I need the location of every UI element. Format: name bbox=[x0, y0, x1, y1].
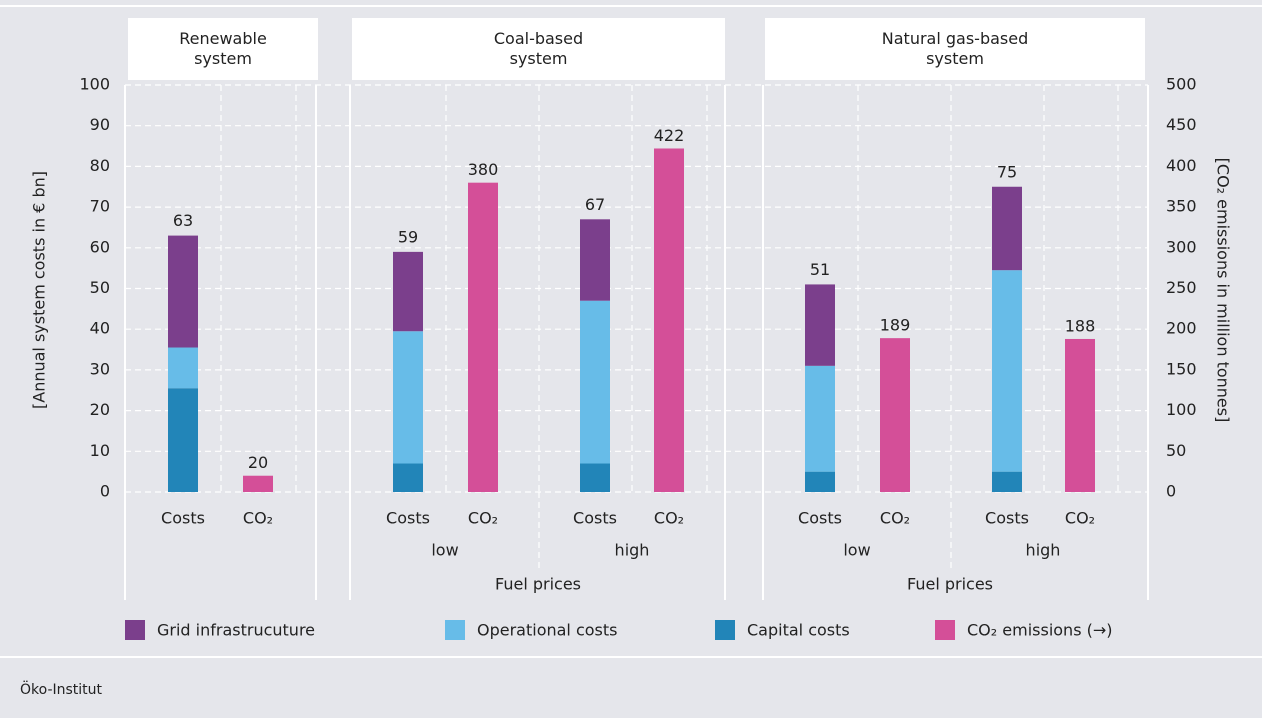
y-tick-label: 10 bbox=[90, 441, 110, 460]
y2-tick-label: 50 bbox=[1166, 441, 1186, 460]
co2-bar bbox=[654, 148, 684, 492]
legend-label: CO₂ emissions (→) bbox=[967, 621, 1113, 640]
co2-bar bbox=[880, 338, 910, 492]
value-label: 188 bbox=[1065, 316, 1096, 335]
y-tick-label: 30 bbox=[90, 359, 110, 378]
cost-segment bbox=[393, 463, 423, 492]
cost-segment bbox=[580, 219, 610, 301]
cost-segment bbox=[805, 365, 835, 472]
y-tick-label: 70 bbox=[90, 197, 110, 216]
value-label: 422 bbox=[654, 126, 685, 145]
total-label: 67 bbox=[585, 195, 605, 214]
group-sublabel: Fuel prices bbox=[907, 575, 993, 594]
cost-segment bbox=[992, 270, 1022, 472]
cost-segment bbox=[393, 251, 423, 332]
cost-segment bbox=[805, 284, 835, 366]
co2-bar bbox=[1065, 338, 1095, 492]
x-tick-label: Costs bbox=[573, 509, 617, 528]
cost-segment bbox=[168, 235, 198, 348]
cost-segment bbox=[992, 471, 1022, 492]
x-tick-label: Costs bbox=[386, 509, 430, 528]
legend-swatch bbox=[935, 620, 955, 640]
y-axis-label: [Annual system costs in € bn] bbox=[30, 171, 49, 409]
y2-axis-label: [CO₂ emissions in million tonnes] bbox=[1214, 158, 1233, 423]
source: Öko-Institut bbox=[20, 680, 103, 698]
total-label: 51 bbox=[810, 260, 830, 279]
legend-swatch bbox=[715, 620, 735, 640]
y2-tick-label: 250 bbox=[1166, 278, 1197, 297]
group-sublabel: Fuel prices bbox=[495, 575, 581, 594]
cost-segment bbox=[805, 471, 835, 492]
y2-tick-label: 450 bbox=[1166, 115, 1197, 134]
y2-tick-label: 150 bbox=[1166, 359, 1197, 378]
y2-tick-label: 400 bbox=[1166, 156, 1197, 175]
x-tick-label: CO₂ bbox=[654, 509, 684, 528]
y-tick-label: 0 bbox=[100, 482, 110, 501]
price-level-label: low bbox=[431, 541, 458, 560]
y-tick-label: 90 bbox=[90, 115, 110, 134]
value-label: 189 bbox=[880, 316, 911, 335]
total-label: 75 bbox=[997, 162, 1017, 181]
y-tick-label: 100 bbox=[79, 75, 110, 94]
total-label: 63 bbox=[173, 211, 193, 230]
y2-tick-label: 300 bbox=[1166, 237, 1197, 256]
group-header: Coal-based system bbox=[352, 18, 725, 80]
co2-bar bbox=[243, 475, 273, 492]
price-level-label: high bbox=[615, 541, 650, 560]
value-label: 20 bbox=[248, 453, 268, 472]
value-label: 380 bbox=[468, 160, 499, 179]
y-tick-label: 50 bbox=[90, 278, 110, 297]
co2-bar bbox=[468, 182, 498, 492]
total-label: 59 bbox=[398, 227, 418, 246]
y-tick-label: 20 bbox=[90, 400, 110, 419]
y2-tick-label: 350 bbox=[1166, 197, 1197, 216]
x-tick-label: Costs bbox=[161, 509, 205, 528]
price-level-label: low bbox=[843, 541, 870, 560]
x-tick-label: CO₂ bbox=[243, 509, 273, 528]
legend-label: Operational costs bbox=[477, 621, 618, 640]
y2-tick-label: 0 bbox=[1166, 482, 1176, 501]
group-header: Natural gas-based system bbox=[765, 18, 1145, 80]
group-title: Natural gas-based system bbox=[881, 29, 1029, 68]
x-tick-label: Costs bbox=[985, 509, 1029, 528]
x-tick-label: CO₂ bbox=[880, 509, 910, 528]
y-tick-label: 60 bbox=[90, 237, 110, 256]
legend-swatch bbox=[125, 620, 145, 640]
cost-segment bbox=[580, 463, 610, 492]
y2-tick-label: 100 bbox=[1166, 400, 1197, 419]
x-tick-label: CO₂ bbox=[1065, 509, 1095, 528]
y-tick-label: 40 bbox=[90, 319, 110, 338]
cost-segment bbox=[168, 347, 198, 389]
legend-label: Grid infrastrucuture bbox=[157, 621, 315, 640]
cost-segment bbox=[393, 331, 423, 464]
legend-label: Capital costs bbox=[747, 621, 850, 640]
y2-tick-label: 500 bbox=[1166, 75, 1197, 94]
cost-segment bbox=[580, 300, 610, 464]
price-level-label: high bbox=[1026, 541, 1061, 560]
group-title: Renewable system bbox=[179, 29, 267, 68]
x-tick-label: Costs bbox=[798, 509, 842, 528]
x-tick-label: CO₂ bbox=[468, 509, 498, 528]
group-header: Renewable system bbox=[128, 18, 318, 80]
cost-segment bbox=[992, 186, 1022, 271]
y2-tick-label: 200 bbox=[1166, 319, 1197, 338]
y-tick-label: 80 bbox=[90, 156, 110, 175]
group-title: Coal-based system bbox=[493, 29, 584, 68]
cost-segment bbox=[168, 388, 198, 492]
legend-swatch bbox=[445, 620, 465, 640]
